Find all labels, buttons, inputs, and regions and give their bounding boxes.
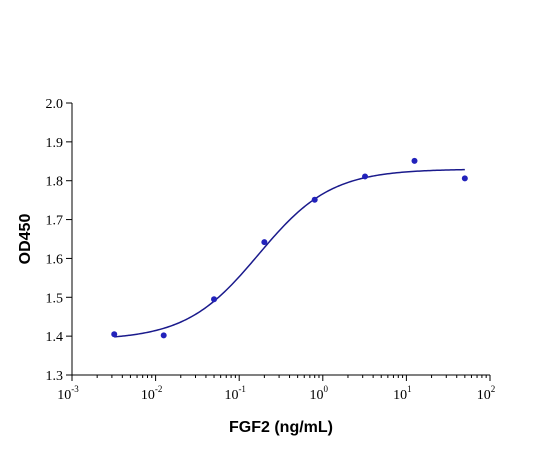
y-tick-label: 1.9 (46, 136, 64, 151)
y-axis-title: OD450 (17, 214, 34, 265)
y-tick-label: 1.7 (46, 214, 64, 229)
y-axis-ticks: 1.3 1.4 1.5 1.6 1.7 1.8 1.9 2.0 (46, 97, 72, 384)
x-tick-label: 10-1 (224, 384, 246, 403)
data-point (461, 175, 468, 182)
y-tick-label: 1.3 (46, 369, 64, 384)
x-tick-label: 100 (310, 384, 329, 403)
plot-area: 10-3 10-2 10-1 100 101 102 1.3 1.4 1.5 1.6 1.7 1.8… (46, 97, 496, 403)
data-point (211, 296, 218, 303)
y-tick-label: 1.6 (46, 252, 64, 267)
x-tick-label: 10-2 (141, 384, 163, 403)
data-point (411, 157, 418, 164)
data-points (111, 157, 468, 339)
data-point (311, 196, 318, 203)
data-point (111, 331, 118, 338)
x-axis-title: FGF2 (ng/mL) (229, 419, 333, 436)
y-tick-label: 1.5 (46, 291, 64, 306)
y-tick-label: 2.0 (46, 97, 64, 112)
data-point (362, 173, 369, 180)
y-tick-label: 1.8 (46, 175, 64, 190)
x-tick-label: 10-3 (57, 384, 79, 403)
x-tick-label: 102 (477, 384, 496, 403)
data-point (261, 239, 268, 246)
fit-curve (114, 168, 465, 338)
x-tick-label: 101 (393, 384, 412, 403)
x-axis-ticks: 10-3 10-2 10-1 100 101 102 (57, 375, 495, 403)
data-point (160, 332, 167, 339)
y-tick-label: 1.4 (46, 330, 64, 345)
